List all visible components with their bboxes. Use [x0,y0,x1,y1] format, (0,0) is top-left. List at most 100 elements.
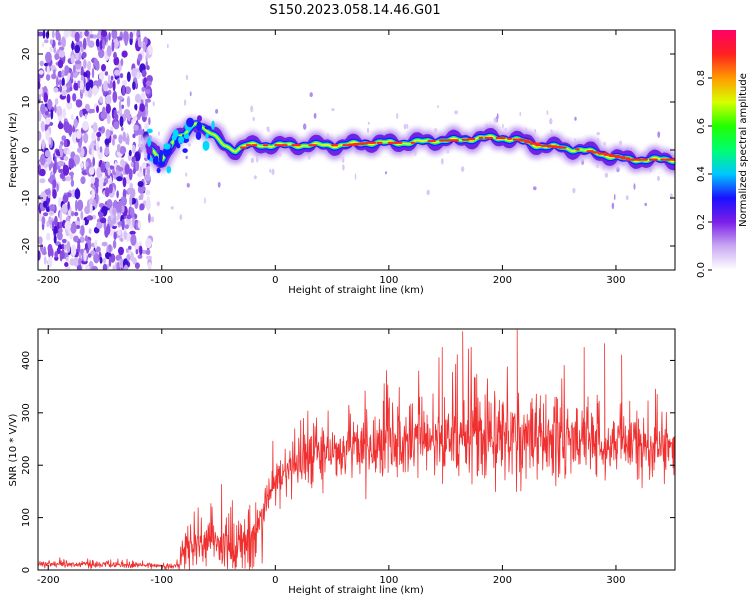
noise-speckle [50,64,56,71]
noise-speckle [54,215,58,227]
noise-speckle [40,243,44,252]
noise-speckle [61,77,65,88]
noise-speckle [604,172,609,178]
noise-speckle [100,126,106,134]
noise-speckle [40,191,47,204]
noise-speckle [87,60,92,71]
noise-speckle [40,153,46,166]
noise-speckle [546,110,549,115]
noise-speckle [126,96,131,108]
noise-speckle [67,210,71,217]
noise-speckle [166,43,169,49]
noise-speckle [112,264,116,270]
noise-speckle [78,257,82,266]
noise-speckle [342,164,345,171]
noise-speckle [107,167,111,176]
noise-speckle [98,48,105,59]
noise-speckle [185,155,188,160]
noise-speckle [145,88,151,95]
noise-speckle [122,177,127,188]
noise-speckle [92,80,100,87]
noise-speckle [61,90,67,97]
noise-speckle [657,131,661,138]
noise-speckle [145,98,151,103]
snr-series-line [38,329,675,570]
noise-speckle [117,229,122,236]
noise-speckle [502,123,504,129]
noise-speckle [88,228,92,235]
spectrogram-x-tick-label: -200 [37,275,60,286]
noise-speckle [88,167,95,175]
noise-speckle [108,256,112,267]
noise-speckle [73,257,80,267]
noise-speckle [84,30,89,37]
noise-speckle [625,195,629,201]
noise-speckle [38,87,43,95]
noise-speckle [119,146,127,155]
noise-speckle [156,201,160,207]
noise-speckle [403,123,407,130]
noise-speckle [121,104,124,110]
noise-speckle [105,103,111,114]
noise-speckle [105,128,111,139]
ridge-blob [171,134,177,141]
noise-speckle [126,214,132,220]
ridge-blob [156,145,161,154]
noise-speckle [137,181,144,188]
noise-speckle [64,262,69,267]
noise-speckle [91,67,95,79]
noise-speckle [493,117,497,123]
snr-y-tick-label: 200 [21,456,32,475]
noise-speckle [74,60,82,65]
spectrogram-y-tick-label: -10 [21,190,32,206]
noise-speckle [79,31,83,39]
noise-speckle [146,49,149,59]
spectrogram-x-tick-label: -100 [150,275,173,286]
snr-frame [37,328,676,571]
noise-speckle [139,129,144,135]
noise-speckle [215,109,219,114]
noise-speckle [120,237,124,242]
noise-speckle [119,258,125,268]
noise-speckle [100,30,108,37]
spectrogram-ridge [146,115,675,174]
noise-speckle [57,122,64,130]
noise-speckle [98,177,104,190]
noise-speckle [61,36,66,48]
noise-speckle [123,264,129,270]
noise-speckle [54,98,59,105]
noise-speckle [55,76,59,88]
noise-speckle [44,150,51,158]
noise-speckle [129,194,133,207]
noise-speckle [66,93,71,104]
noise-speckle [367,121,370,125]
noise-speckle [45,73,51,81]
noise-speckle [113,121,120,130]
noise-speckle [385,171,387,175]
noise-speckle [66,101,73,110]
noise-speckle [92,85,99,96]
noise-speckle [124,86,131,95]
noise-speckle [157,131,160,136]
noise-speckle [102,39,106,50]
noise-speckle [73,154,81,165]
noise-speckle [105,94,112,105]
noise-speckle [100,162,106,173]
noise-speckle [309,92,313,98]
noise-speckle [117,167,124,172]
ridge-blob [183,133,190,140]
noise-speckle [111,30,118,40]
noise-speckle [96,105,99,113]
noise-speckle [59,251,65,260]
noise-speckle [127,135,130,146]
noise-speckle [145,189,151,196]
noise-speckle [78,252,82,259]
colorbar-ticks: 0.0 0.2 0.4 0.6 0.8 [696,70,712,278]
noise-speckle [112,239,117,249]
ridge-blob [178,135,185,144]
noise-speckle [42,200,48,208]
ridge-blob [176,143,181,149]
noise-speckle [75,199,78,212]
noise-speckle [611,202,615,210]
noise-speckle [121,50,128,58]
